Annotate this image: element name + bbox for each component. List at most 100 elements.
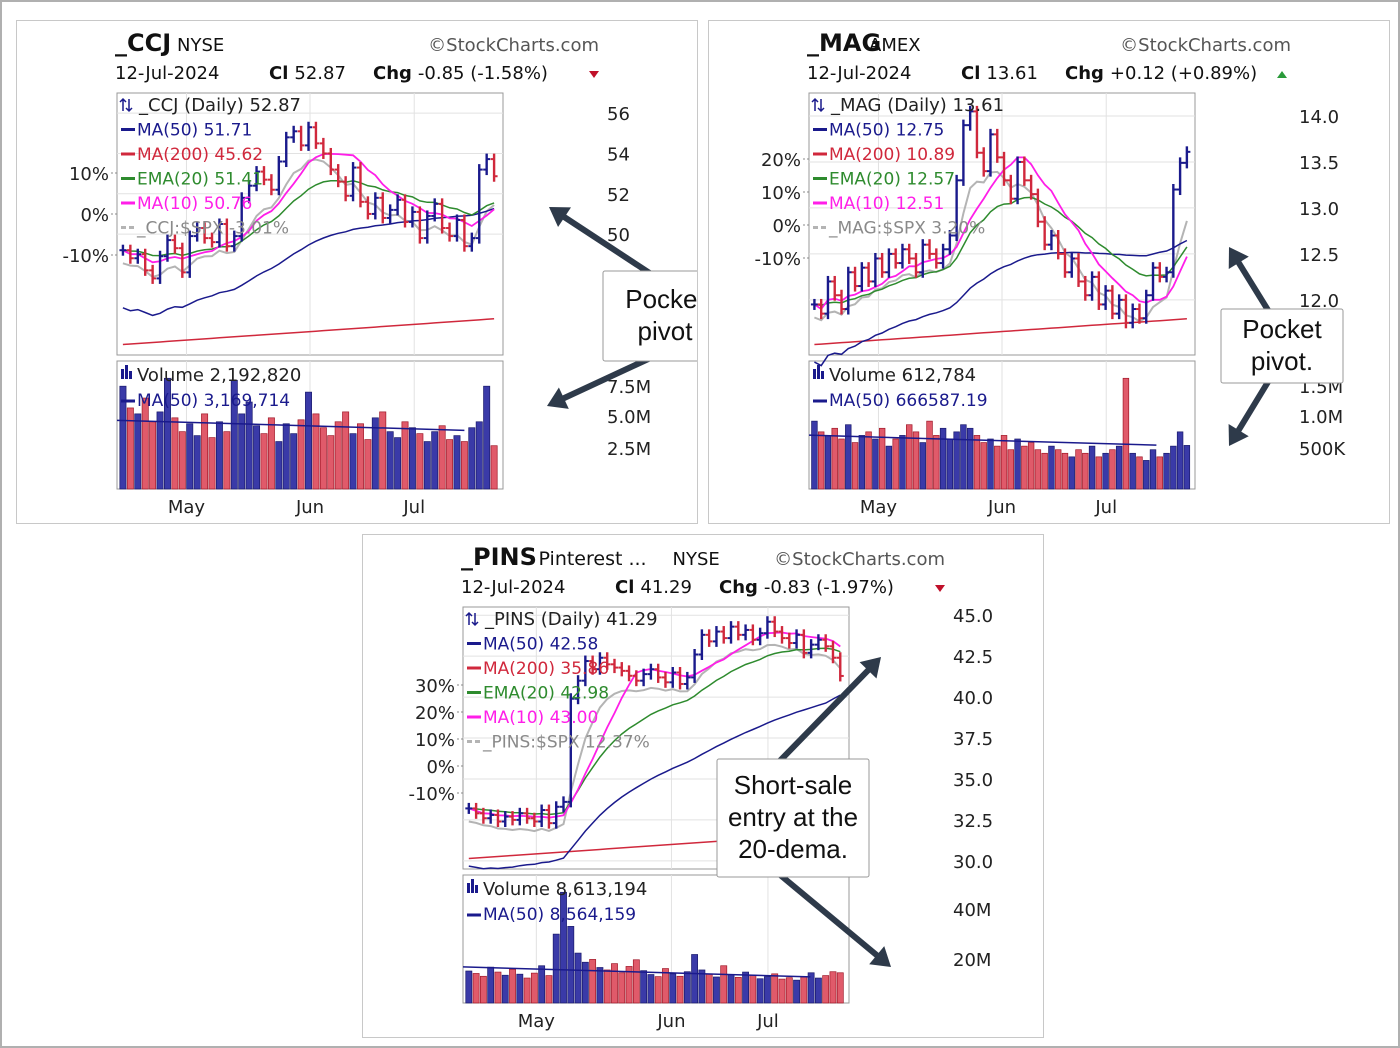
price-bar	[1088, 271, 1096, 301]
volume-bar	[171, 417, 179, 490]
volume-bar	[267, 417, 275, 490]
price-bar	[453, 214, 461, 242]
price-bar	[223, 218, 231, 252]
volume-legend: Volume 2,192,820 MA(50) 3,169,714	[121, 365, 301, 411]
price-bar	[919, 239, 927, 278]
close-label: Cl	[961, 63, 980, 84]
price-bar	[822, 634, 830, 652]
close-label: Cl	[269, 63, 288, 84]
exchange-label: NYSE	[177, 35, 224, 56]
relative-axis: 10% 0% -10%	[62, 164, 117, 267]
volume-bar	[713, 976, 720, 1004]
volume-bar	[778, 978, 786, 1004]
legend-ema20: EMA(20) 51.41	[137, 170, 263, 190]
price-bar	[1169, 184, 1177, 278]
price-bar	[379, 192, 387, 224]
arrowhead-icon	[547, 387, 569, 409]
price-bar	[267, 174, 275, 196]
volume-bar	[966, 427, 974, 490]
arrowhead-icon	[859, 657, 881, 679]
price-tick-label: 13.0	[1299, 199, 1339, 220]
price-bar	[953, 174, 961, 241]
price-bar	[126, 244, 134, 264]
volume-bar	[431, 431, 439, 490]
volume-bar	[408, 427, 416, 490]
date-label: 12-Jul-2024	[115, 63, 219, 84]
relative-tick-label: 20%	[415, 703, 455, 724]
annotation-box	[602, 270, 697, 362]
volume-bar	[134, 413, 142, 490]
annotation-text: Pocket	[625, 284, 697, 314]
volume-bar	[1014, 438, 1021, 490]
price-tick-label: 50	[607, 225, 630, 246]
price-bar	[275, 156, 283, 196]
price-bar	[465, 802, 473, 814]
volume-bar	[327, 435, 335, 490]
volume-bar	[364, 439, 372, 490]
volume-bar	[349, 433, 357, 490]
price-bar	[408, 206, 416, 228]
price-bar	[312, 121, 320, 149]
price-bars-icon	[465, 611, 479, 627]
volume-bar	[567, 926, 575, 1004]
price-bar	[878, 252, 886, 278]
price-bar	[793, 629, 801, 649]
price-legend: _PINS (Daily) 41.29 MA(50) 42.58 MA(200) 3…	[465, 609, 658, 753]
volume-bar	[845, 424, 852, 490]
volume-bar	[749, 974, 757, 1004]
legend-ma10: MA(10) 43.00	[483, 708, 598, 728]
volume-bar	[1027, 442, 1035, 490]
volume-bar	[516, 973, 524, 1004]
price-bar	[669, 666, 677, 688]
relative-tick-label: 0%	[426, 757, 455, 778]
price-bar	[926, 239, 934, 260]
legend-ma200: MA(200) 45.62	[137, 145, 263, 165]
down-arrow-icon	[935, 585, 945, 592]
price-tick-label: 45.0	[953, 606, 993, 627]
volume-bar	[1156, 456, 1163, 490]
exchange-label: AMEX	[869, 35, 921, 56]
price-bar	[898, 243, 906, 269]
price-bar	[939, 243, 947, 269]
volume-bar	[1041, 452, 1048, 490]
volume-legend-title: Volume 2,192,820	[137, 365, 301, 386]
price-bars	[119, 121, 498, 284]
volume-tick-label: 40M	[953, 900, 991, 921]
price-bar	[1142, 289, 1150, 324]
price-bar	[829, 640, 837, 664]
volume-tick-label: 7.5M	[607, 377, 651, 398]
price-bar	[691, 648, 699, 683]
volume-bar	[1109, 449, 1116, 490]
price-bar	[349, 162, 357, 202]
close-label: Cl	[615, 577, 634, 598]
ccj-chart-panel: _CCJ NYSE ©StockCharts.com 12-Jul-2024 Cl 52.…	[16, 20, 698, 524]
price-bar	[149, 264, 157, 284]
volume-bar	[885, 445, 893, 490]
volume-bar	[865, 431, 872, 490]
volume-bar	[1034, 449, 1042, 490]
price-bar	[431, 198, 439, 222]
annotation-arrow	[1233, 257, 1273, 315]
volume-legend-title: Volume 8,613,194	[483, 879, 647, 900]
volume-bar	[939, 427, 947, 490]
volume-bar	[509, 968, 516, 1004]
volume-ma50-line	[116, 419, 465, 432]
price-bar	[290, 125, 298, 143]
price-bar	[800, 629, 808, 659]
price-bar	[763, 616, 771, 639]
chart-svg-2: _PINS Pinterest ... NYSE ©StockCharts.com 12…	[408, 543, 993, 1032]
price-bar	[215, 218, 223, 248]
chart-header: _CCJ NYSE ©StockCharts.com 12-Jul-2024 Cl 52.…	[115, 29, 599, 84]
price-bar	[479, 807, 487, 824]
price-tick-label: 42.5	[953, 647, 993, 668]
volume-bar	[829, 971, 837, 1004]
price-bar	[141, 248, 149, 276]
price-bar	[596, 652, 604, 675]
mag-chart-panel: _MAG AMEX ©StockCharts.com 12-Jul-2024 Cl 13.…	[708, 20, 1390, 524]
volume-bar	[662, 968, 669, 1004]
volume-bar	[1176, 431, 1184, 490]
change-value: +0.12 (+0.89%)	[1110, 63, 1257, 84]
volume-bar	[1129, 452, 1136, 490]
price-bar	[567, 693, 575, 808]
price-bar	[371, 192, 379, 220]
